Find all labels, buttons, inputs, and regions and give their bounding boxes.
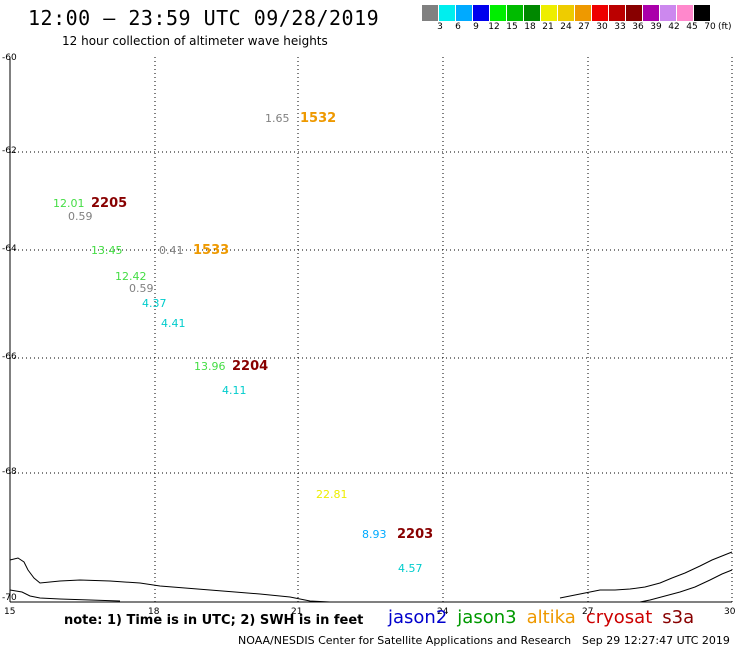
legend-label: 15 <box>506 22 518 32</box>
legend-label: 36 <box>632 22 644 32</box>
credit-text: NOAA/NESDIS Center for Satellite Applica… <box>238 634 572 647</box>
longitude-label: 27 <box>582 607 593 617</box>
color-scale-unit: (ft) <box>718 22 732 32</box>
satellite-jason2: jason2 <box>388 607 448 628</box>
satellite-jason3: jason3 <box>457 607 517 628</box>
latitude-label: -66 <box>2 352 17 362</box>
legend-label: 3 <box>437 22 443 32</box>
wave-height-value: 13.96 <box>194 360 226 373</box>
legend-label: 70 <box>704 22 716 32</box>
legend-label: 30 <box>596 22 608 32</box>
satellite-s3a: s3a <box>662 607 695 628</box>
pass-time-label: 1533 <box>193 243 229 258</box>
pass-time-label: 2205 <box>91 196 127 211</box>
satellite-altika: altika <box>526 607 576 628</box>
legend-swatch <box>524 5 541 21</box>
legend-swatch <box>422 5 439 21</box>
wave-height-value: 12.42 <box>115 270 147 283</box>
legend-swatch <box>660 5 677 21</box>
color-scale-labels: 3 6 9 12 15 18 21 24 27 30 33 36 39 42 45 70 <box>422 22 719 32</box>
legend-swatch <box>592 5 609 21</box>
longitude-label: 18 <box>148 607 160 617</box>
legend-label: 21 <box>542 22 554 32</box>
wave-height-value: 0.41 <box>159 244 184 257</box>
legend-swatch <box>490 5 507 21</box>
legend-label: 18 <box>524 22 536 32</box>
latitude-label: -68 <box>2 467 17 477</box>
longitude-label: 21 <box>291 607 302 617</box>
latitude-labels: -60 -62 -64 -66 -68 -70 <box>2 53 17 603</box>
latitude-label: -60 <box>2 53 17 63</box>
legend-label: 9 <box>473 22 479 32</box>
legend-swatch <box>643 5 660 21</box>
wave-height-value: 13.45 <box>91 244 123 257</box>
legend-swatch <box>626 5 643 21</box>
latitude-label: -70 <box>2 593 17 603</box>
longitude-label: 30 <box>724 607 736 617</box>
pass-time-label: 2204 <box>232 359 268 374</box>
satellite-cryosat: cryosat <box>585 607 653 628</box>
legend-swatch <box>439 5 456 21</box>
wave-height-value: 4.57 <box>398 562 423 575</box>
legend-label: 27 <box>578 22 590 32</box>
map-frame <box>9 57 732 603</box>
legend-swatch <box>541 5 558 21</box>
wave-height-value: 0.59 <box>68 210 93 223</box>
legend-swatch <box>473 5 490 21</box>
legend-swatch <box>575 5 592 21</box>
wave-height-value: 8.93 <box>362 528 387 541</box>
legend-label: 12 <box>488 22 500 32</box>
chart-subtitle: 12 hour collection of altimeter wave hei… <box>62 34 328 48</box>
longitude-labels: 15 18 21 24 27 30 <box>4 607 736 617</box>
pass-time-label: 2203 <box>397 527 433 542</box>
legend-swatch <box>456 5 473 21</box>
longitude-label: 24 <box>437 607 449 617</box>
wave-height-value: 22.81 <box>316 488 348 501</box>
latitude-label: -64 <box>2 244 17 254</box>
legend-swatch <box>694 5 711 21</box>
longitude-label: 15 <box>4 607 15 617</box>
generated-timestamp: Sep 29 12:27:47 UTC 2019 <box>582 634 730 647</box>
grid-lines <box>10 57 733 602</box>
legend-swatch <box>558 5 575 21</box>
legend-swatch <box>677 5 694 21</box>
wave-height-value: 0.59 <box>129 282 154 295</box>
wave-height-value: 12.01 <box>53 197 85 210</box>
legend-label: 6 <box>455 22 461 32</box>
latitude-label: -62 <box>2 146 17 156</box>
wave-height-value: 4.37 <box>142 297 167 310</box>
wave-height-value: 4.41 <box>161 317 186 330</box>
satellite-legend: jason2 jason3 altika cryosat s3a <box>388 607 704 628</box>
wave-height-value: 1.65 <box>265 112 290 125</box>
legend-label: 24 <box>560 22 572 32</box>
coastline <box>9 551 733 603</box>
legend-label: 42 <box>668 22 680 32</box>
legend-label: 33 <box>614 22 626 32</box>
legend-label: 39 <box>650 22 662 32</box>
chart-title: 12:00 — 23:59 UTC 09/28/2019 <box>28 6 380 30</box>
legend-swatch <box>609 5 626 21</box>
wave-height-value: 4.11 <box>222 384 247 397</box>
color-scale-legend <box>422 5 711 21</box>
pass-time-label: 1532 <box>300 111 336 126</box>
legend-label: 45 <box>686 22 698 32</box>
legend-swatch <box>507 5 524 21</box>
footnote: note: 1) Time is in UTC; 2) SWH is in fe… <box>64 613 364 628</box>
